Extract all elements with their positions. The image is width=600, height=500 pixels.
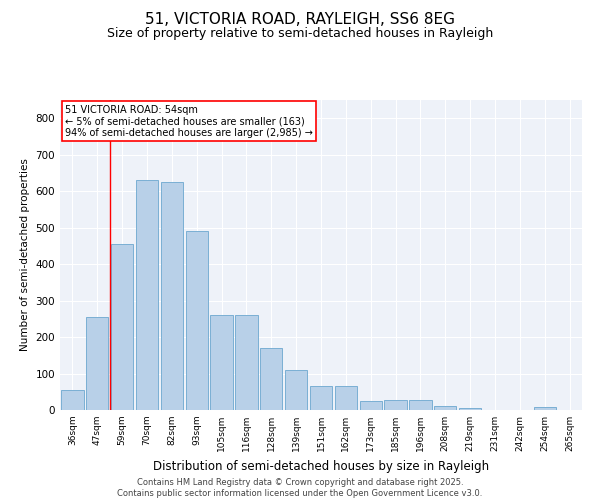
Bar [260, 348, 283, 410]
Bar [335, 386, 357, 410]
Bar [533, 407, 556, 410]
Bar [359, 401, 382, 410]
Bar [385, 400, 407, 410]
X-axis label: Distribution of semi-detached houses by size in Rayleigh: Distribution of semi-detached houses by … [153, 460, 489, 472]
Text: Size of property relative to semi-detached houses in Rayleigh: Size of property relative to semi-detach… [107, 28, 493, 40]
Bar [211, 315, 233, 410]
Bar [136, 180, 158, 410]
Bar [185, 232, 208, 410]
Bar [111, 244, 133, 410]
Text: Contains HM Land Registry data © Crown copyright and database right 2025.
Contai: Contains HM Land Registry data © Crown c… [118, 478, 482, 498]
Bar [310, 386, 332, 410]
Bar [459, 408, 481, 410]
Bar [61, 390, 83, 410]
Text: 51 VICTORIA ROAD: 54sqm
← 5% of semi-detached houses are smaller (163)
94% of se: 51 VICTORIA ROAD: 54sqm ← 5% of semi-det… [65, 104, 313, 138]
Bar [235, 315, 257, 410]
Bar [434, 406, 457, 410]
Bar [285, 370, 307, 410]
Bar [409, 400, 431, 410]
Text: 51, VICTORIA ROAD, RAYLEIGH, SS6 8EG: 51, VICTORIA ROAD, RAYLEIGH, SS6 8EG [145, 12, 455, 28]
Bar [86, 317, 109, 410]
Bar [161, 182, 183, 410]
Y-axis label: Number of semi-detached properties: Number of semi-detached properties [20, 158, 30, 352]
